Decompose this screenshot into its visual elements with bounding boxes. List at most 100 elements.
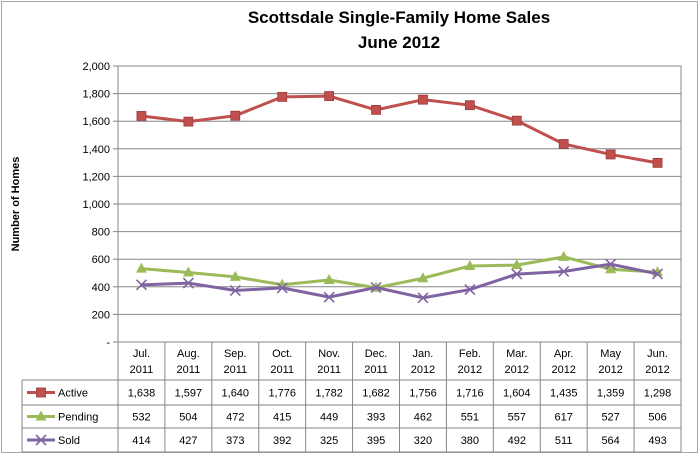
data-point-active — [277, 92, 288, 102]
data-point-pending — [605, 263, 617, 274]
data-label-active: 1,640 — [222, 388, 250, 400]
chart-title-line-1: Scottsdale Single-Family Home Sales — [248, 8, 550, 27]
legend-key-marker-sold — [35, 434, 47, 446]
data-label-active: 1,604 — [503, 388, 531, 400]
data-point-pending — [464, 259, 476, 270]
x-tick-label-year: 2011 — [177, 364, 201, 376]
series-line-pending — [141, 255, 658, 290]
data-label-sold: 564 — [601, 435, 619, 447]
x-tick-label-year: 2011 — [223, 364, 247, 376]
data-label-pending: 462 — [414, 412, 432, 424]
data-point-sold — [229, 284, 241, 297]
data-label-active: 1,682 — [362, 388, 390, 400]
data-point-sold — [182, 277, 194, 289]
chart-title-line-2: June 2012 — [358, 33, 440, 52]
x-tick-label-month: May — [600, 348, 621, 360]
x-tick-label-month: Jan. — [413, 348, 434, 360]
data-point-sold — [511, 268, 523, 280]
data-point-sold — [605, 258, 617, 270]
data-label-active: 1,756 — [409, 388, 437, 400]
data-label-active: 1,597 — [175, 388, 203, 400]
x-tick-label-month: Oct. — [272, 348, 292, 360]
data-label-pending: 557 — [508, 412, 526, 424]
y-tick-label: 1,400 — [82, 144, 110, 156]
legend-key-marker-active — [36, 387, 46, 398]
x-tick-label-month: Sep. — [224, 348, 247, 360]
data-label-pending: 504 — [179, 412, 197, 424]
x-tick-label-year: 2012 — [645, 364, 669, 376]
data-point-active — [464, 100, 475, 111]
y-tick-label: 1,600 — [82, 116, 110, 128]
y-tick-label: 1,000 — [82, 199, 110, 211]
x-tick-label-year: 2012 — [411, 364, 435, 376]
data-point-pending — [229, 270, 241, 281]
x-tick-label-year: 2012 — [458, 364, 482, 376]
data-point-sold — [135, 279, 148, 291]
y-tick-label: 400 — [92, 282, 110, 294]
data-label-sold: 380 — [461, 435, 479, 447]
legend-label-pending: Pending — [58, 412, 98, 424]
data-label-sold: 373 — [226, 435, 244, 447]
data-label-pending: 617 — [555, 412, 573, 424]
y-tick-label: 2,000 — [82, 61, 110, 73]
data-label-pending: 532 — [132, 412, 150, 424]
x-tick-label-year: 2011 — [364, 364, 388, 376]
data-point-active — [605, 149, 616, 160]
x-tick-label-year: 2012 — [505, 364, 529, 376]
x-tick-label-month: Aug. — [177, 348, 200, 360]
x-tick-label-month: Jun. — [647, 348, 668, 360]
data-label-pending: 506 — [648, 412, 666, 424]
data-point-pending — [417, 272, 429, 283]
data-label-pending: 527 — [601, 412, 619, 424]
data-label-active: 1,782 — [315, 388, 343, 400]
x-tick-label-month: Jul. — [133, 348, 150, 360]
y-tick-label: 1,200 — [82, 171, 110, 183]
data-label-active: 1,359 — [597, 388, 625, 400]
data-point-active — [558, 139, 569, 149]
data-point-active — [183, 116, 194, 127]
data-label-pending: 551 — [461, 412, 479, 424]
data-point-sold — [417, 292, 429, 304]
x-tick-label-month: Mar. — [506, 348, 527, 360]
data-point-sold — [276, 282, 288, 294]
data-point-sold — [464, 283, 476, 296]
data-point-pending — [511, 259, 523, 270]
x-tick-label-month: Apr. — [554, 348, 574, 360]
data-label-sold: 395 — [367, 435, 385, 447]
data-point-active — [136, 111, 147, 121]
x-tick-label-year: 2011 — [130, 364, 154, 376]
data-label-sold: 392 — [273, 435, 291, 447]
data-point-active — [371, 104, 381, 115]
data-point-sold — [370, 281, 382, 294]
data-label-pending: 472 — [226, 412, 244, 424]
x-tick-label-year: 2012 — [551, 364, 575, 376]
data-label-sold: 511 — [555, 435, 573, 447]
data-point-active — [511, 115, 522, 126]
data-label-active: 1,638 — [128, 388, 156, 400]
series-line-sold — [141, 262, 658, 300]
data-label-pending: 449 — [320, 412, 338, 424]
data-label-active: 1,776 — [268, 388, 296, 400]
x-tick-label-year: 2012 — [598, 364, 622, 376]
legend-label-sold: Sold — [58, 435, 80, 447]
x-tick-label-month: Dec. — [365, 348, 388, 360]
legend-key-marker-pending — [35, 410, 47, 421]
data-point-pending — [135, 262, 147, 273]
y-tick-label: 800 — [92, 227, 110, 239]
data-point-active — [230, 110, 241, 121]
y-axis-label: Number of Homes — [10, 157, 22, 252]
data-label-active: 1,716 — [456, 388, 484, 400]
data-point-sold — [558, 265, 570, 278]
legend-label-active: Active — [58, 388, 88, 400]
data-point-pending — [182, 266, 194, 277]
data-label-sold: 493 — [648, 435, 666, 447]
x-tick-label-month: Feb. — [459, 348, 481, 360]
data-label-sold: 427 — [179, 435, 197, 447]
data-label-pending: 393 — [367, 412, 385, 424]
data-point-active — [418, 94, 428, 105]
x-tick-label-year: 2011 — [317, 364, 341, 376]
data-point-sold — [651, 268, 664, 280]
data-point-active — [324, 91, 335, 101]
